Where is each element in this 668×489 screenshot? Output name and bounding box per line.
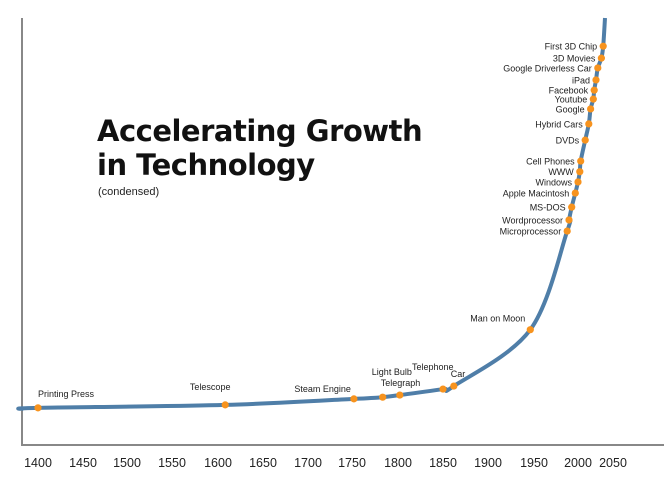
data-point bbox=[439, 385, 447, 393]
data-point bbox=[565, 216, 573, 224]
data-label: Telephone bbox=[412, 362, 454, 372]
data-label: Youtube bbox=[555, 95, 588, 105]
x-tick-label: 2000 bbox=[564, 456, 592, 470]
data-point bbox=[594, 64, 602, 72]
data-label: Cell Phones bbox=[526, 157, 575, 167]
data-point bbox=[571, 189, 579, 197]
data-point bbox=[396, 391, 404, 399]
data-label: Google bbox=[556, 104, 585, 114]
x-tick-label: 1500 bbox=[113, 456, 141, 470]
growth-curve bbox=[16, 17, 607, 411]
data-point bbox=[526, 326, 534, 334]
x-tick-label: 1950 bbox=[520, 456, 548, 470]
data-point bbox=[379, 393, 387, 401]
x-tick-label: 1850 bbox=[429, 456, 457, 470]
title-line-1: Accelerating Growth bbox=[97, 114, 423, 148]
data-point bbox=[587, 105, 595, 113]
x-tick-label: 1750 bbox=[338, 456, 366, 470]
data-label: Hybrid Cars bbox=[535, 119, 583, 129]
data-point bbox=[599, 42, 607, 50]
chart-subtitle: (condensed) bbox=[98, 186, 160, 198]
data-point bbox=[568, 203, 576, 211]
data-label: Man on Moon bbox=[470, 314, 525, 324]
x-tick-label: 1900 bbox=[474, 456, 502, 470]
x-tick-label: 2050 bbox=[599, 456, 627, 470]
x-tick-label: 1700 bbox=[294, 456, 322, 470]
title-line-2: in Technology bbox=[97, 148, 315, 182]
data-label: Light Bulb bbox=[372, 367, 412, 377]
x-tick-label: 1600 bbox=[204, 456, 232, 470]
x-tick-label: 1400 bbox=[24, 456, 52, 470]
data-label: Windows bbox=[535, 177, 572, 187]
data-point bbox=[221, 401, 229, 409]
data-label: DVDs bbox=[556, 136, 580, 146]
data-point bbox=[577, 157, 585, 165]
data-label: Wordprocessor bbox=[502, 215, 563, 225]
x-tick-label: 1650 bbox=[249, 456, 277, 470]
x-tick-label: 1800 bbox=[384, 456, 412, 470]
data-label: Car bbox=[451, 369, 466, 379]
data-label: 3D Movies bbox=[553, 54, 596, 64]
data-point bbox=[574, 178, 582, 186]
data-point bbox=[590, 86, 598, 94]
data-point bbox=[585, 120, 593, 128]
data-label: Steam Engine bbox=[294, 384, 351, 394]
data-label: First 3D Chip bbox=[545, 42, 598, 52]
data-label: Telegraph bbox=[381, 378, 421, 388]
data-label: iPad bbox=[572, 75, 590, 85]
chart-title: Accelerating Growth in Technology bbox=[97, 114, 423, 182]
data-point bbox=[563, 227, 571, 235]
data-point bbox=[450, 382, 458, 390]
data-label: MS-DOS bbox=[530, 203, 566, 213]
x-tick-label: 1550 bbox=[158, 456, 186, 470]
data-point bbox=[34, 404, 42, 412]
data-label: Google Driverless Car bbox=[503, 63, 592, 73]
data-point bbox=[576, 168, 584, 176]
data-point bbox=[350, 395, 358, 403]
data-label: Microprocessor bbox=[500, 227, 562, 237]
data-label: Printing Press bbox=[38, 389, 95, 399]
data-point bbox=[589, 95, 597, 103]
data-label: Facebook bbox=[549, 86, 589, 96]
data-point bbox=[581, 136, 589, 144]
data-point bbox=[597, 54, 606, 62]
data-label: WWW bbox=[548, 167, 574, 177]
data-label: Apple Macintosh bbox=[503, 189, 570, 199]
x-tick-label: 1450 bbox=[69, 456, 97, 470]
data-label: Telescope bbox=[190, 382, 231, 392]
data-point bbox=[592, 76, 600, 84]
